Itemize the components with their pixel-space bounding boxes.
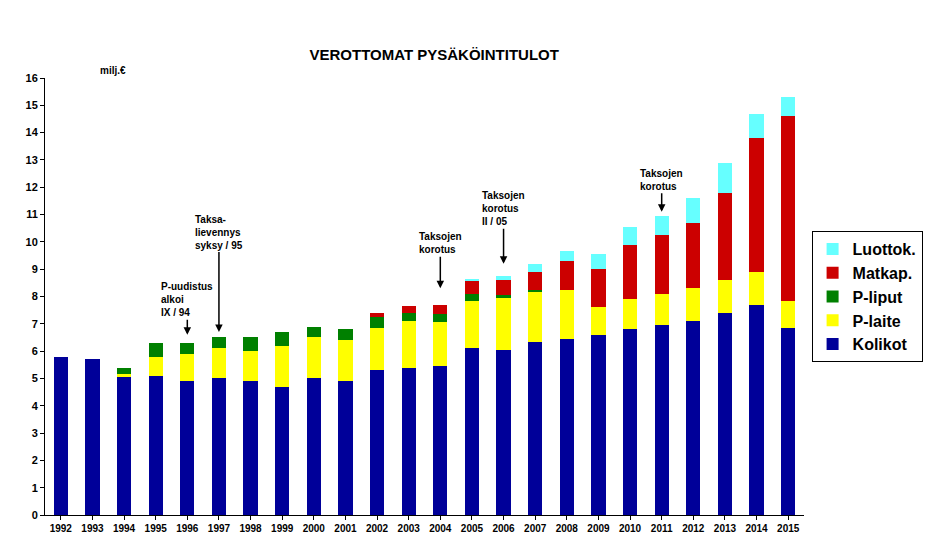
svg-text:VEROTTOMAT PYSÄKÖINTITULOT: VEROTTOMAT PYSÄKÖINTITULOT bbox=[310, 46, 559, 63]
svg-text:1998: 1998 bbox=[239, 523, 262, 534]
svg-text:9: 9 bbox=[32, 263, 38, 275]
svg-text:6: 6 bbox=[32, 345, 38, 357]
svg-text:Taksojenkorotus: Taksojenkorotus bbox=[640, 168, 683, 192]
svg-text:14: 14 bbox=[26, 126, 39, 138]
svg-text:1993: 1993 bbox=[81, 523, 104, 534]
svg-text:5: 5 bbox=[32, 372, 38, 384]
svg-text:P-laite: P-laite bbox=[853, 313, 901, 330]
svg-text:2009: 2009 bbox=[587, 523, 610, 534]
svg-text:1994: 1994 bbox=[113, 523, 136, 534]
svg-text:1999: 1999 bbox=[271, 523, 294, 534]
svg-text:4: 4 bbox=[32, 400, 39, 412]
svg-text:1: 1 bbox=[32, 482, 38, 494]
svg-text:2005: 2005 bbox=[461, 523, 484, 534]
svg-text:2008: 2008 bbox=[556, 523, 579, 534]
svg-text:2015: 2015 bbox=[777, 523, 800, 534]
svg-text:P-uudistusalkoiIX / 94: P-uudistusalkoiIX / 94 bbox=[161, 281, 213, 318]
svg-text:milj.€: milj.€ bbox=[100, 65, 126, 76]
svg-text:2: 2 bbox=[32, 454, 38, 466]
svg-text:7: 7 bbox=[32, 318, 38, 330]
svg-text:2000: 2000 bbox=[303, 523, 326, 534]
svg-text:Taksa-lievennyssyksy / 95: Taksa-lievennyssyksy / 95 bbox=[195, 214, 243, 251]
svg-text:1992: 1992 bbox=[50, 523, 73, 534]
svg-text:16: 16 bbox=[26, 72, 38, 84]
svg-text:TaksojenkorotusII / 05: TaksojenkorotusII / 05 bbox=[482, 190, 525, 227]
svg-text:2002: 2002 bbox=[366, 523, 389, 534]
svg-text:2007: 2007 bbox=[524, 523, 547, 534]
svg-text:2006: 2006 bbox=[492, 523, 515, 534]
svg-text:1995: 1995 bbox=[145, 523, 168, 534]
svg-text:2001: 2001 bbox=[334, 523, 357, 534]
svg-text:2012: 2012 bbox=[682, 523, 705, 534]
svg-text:2011: 2011 bbox=[651, 523, 673, 534]
svg-text:12: 12 bbox=[26, 181, 38, 193]
svg-text:2014: 2014 bbox=[745, 523, 768, 534]
svg-text:1996: 1996 bbox=[176, 523, 199, 534]
svg-text:Matkap.: Matkap. bbox=[853, 265, 913, 282]
svg-text:Luottok.: Luottok. bbox=[853, 241, 916, 258]
svg-text:2013: 2013 bbox=[714, 523, 737, 534]
svg-text:15: 15 bbox=[26, 99, 38, 111]
svg-text:10: 10 bbox=[26, 236, 38, 248]
svg-text:Taksojenkorotus: Taksojenkorotus bbox=[419, 231, 462, 255]
svg-text:13: 13 bbox=[26, 154, 38, 166]
svg-text:3: 3 bbox=[32, 427, 38, 439]
svg-text:2010: 2010 bbox=[619, 523, 642, 534]
svg-text:P-liput: P-liput bbox=[853, 289, 903, 306]
svg-text:11: 11 bbox=[26, 208, 38, 220]
svg-text:8: 8 bbox=[32, 290, 38, 302]
svg-text:1997: 1997 bbox=[208, 523, 231, 534]
svg-text:2003: 2003 bbox=[398, 523, 421, 534]
svg-text:Kolikot: Kolikot bbox=[853, 336, 908, 353]
svg-text:0: 0 bbox=[32, 509, 38, 521]
svg-text:2004: 2004 bbox=[429, 523, 452, 534]
